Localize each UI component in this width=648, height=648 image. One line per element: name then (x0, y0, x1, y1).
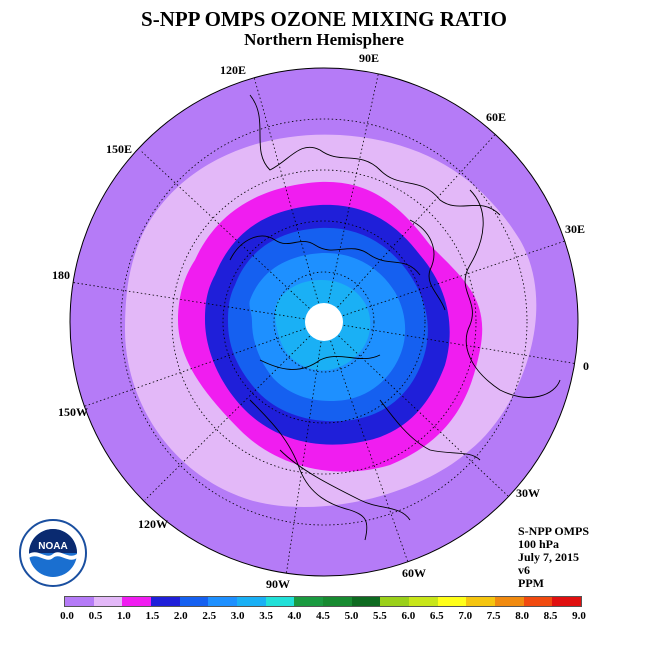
colorbar (64, 596, 582, 607)
colorbar-tick-label: 4.5 (316, 610, 330, 622)
lon-label-120e: 120E (220, 63, 247, 77)
colorbar-tick-label: 2.5 (202, 610, 217, 622)
map-title: S-NPP OMPS OZONE MIXING RATIO (141, 7, 507, 31)
colorbar-swatch-3 (151, 597, 180, 606)
pole-cap (305, 303, 343, 341)
colorbar-tick-label: 4.0 (287, 610, 302, 622)
lon-label-30e: 30E (565, 222, 586, 236)
info-date: July 7, 2015 (518, 550, 580, 564)
map-subtitle: Northern Hemisphere (244, 30, 404, 49)
colorbar-swatch-13 (437, 597, 467, 606)
colorbar-swatch-7 (265, 597, 295, 606)
lon-label-30w: 30W (516, 486, 540, 500)
colorbar-swatch-4 (179, 597, 209, 606)
colorbar-tick-label: 5.5 (373, 610, 387, 622)
colorbar-swatch-17 (552, 597, 582, 606)
colorbar-swatch-2 (122, 597, 152, 606)
colorbar-tick-label: 6.5 (429, 610, 444, 622)
colorbar-tick-label: 3.5 (259, 610, 273, 622)
colorbar-tick-label: 7.5 (486, 610, 501, 622)
colorbar-tick-label: 0.5 (88, 610, 103, 622)
lon-label-150e: 150E (106, 142, 133, 156)
colorbar-swatch-15 (495, 597, 524, 606)
lon-label-0: 0 (583, 359, 589, 373)
noaa-logo-text: NOAA (38, 541, 67, 552)
colorbar-tick-label: 8.5 (543, 610, 558, 622)
colorbar-tick-label: 2.0 (173, 610, 188, 622)
info-units: PPM (518, 576, 544, 590)
info-instrument: S-NPP OMPS (518, 524, 589, 538)
colorbar-swatch-9 (323, 597, 352, 606)
colorbar-swatch-1 (93, 597, 123, 606)
colorbar-swatch-11 (380, 597, 410, 606)
colorbar-swatch-8 (294, 597, 324, 606)
lon-label-120w: 120W (138, 517, 168, 531)
colorbar-tick-label: 5.0 (344, 610, 359, 622)
colorbar-tick-label: 3.0 (230, 610, 245, 622)
noaa-logo: NOAA (19, 519, 87, 587)
colorbar-tick-label: 1.5 (145, 610, 160, 622)
colorbar-tick-label: 8.0 (515, 610, 529, 622)
graticule (70, 68, 578, 576)
coastlines (229, 94, 561, 541)
colorbar-swatch-14 (466, 597, 496, 606)
lon-label-60w: 60W (402, 566, 426, 580)
colorbar-swatch-10 (351, 597, 381, 606)
colorbar-tick-label: 9.0 (572, 610, 586, 622)
lon-label-150w: 150W (58, 405, 88, 419)
lon-label-90w: 90W (266, 577, 290, 591)
colorbar-swatch-16 (523, 597, 553, 606)
colorbar-swatch-5 (208, 597, 238, 606)
colorbar-swatch-0 (65, 597, 94, 606)
colorbar-swatch-6 (237, 597, 266, 606)
colorbar-tick-label: 6.0 (401, 610, 416, 622)
lon-label-90e: 90E (359, 51, 380, 65)
colorbar-swatch-12 (409, 597, 438, 606)
lon-label-180: 180 (52, 268, 70, 282)
colorbar-tick-label: 1.0 (117, 610, 131, 622)
info-block: S-NPP OMPS 100 hPa July 7, 2015 v6 PPM (518, 525, 589, 590)
colorbar-tick-label: 7.0 (458, 610, 473, 622)
info-level: 100 hPa (518, 537, 560, 551)
info-version: v6 (518, 563, 530, 577)
colorbar-tick-label: 0.0 (60, 610, 74, 622)
lon-label-60e: 60E (486, 110, 507, 124)
